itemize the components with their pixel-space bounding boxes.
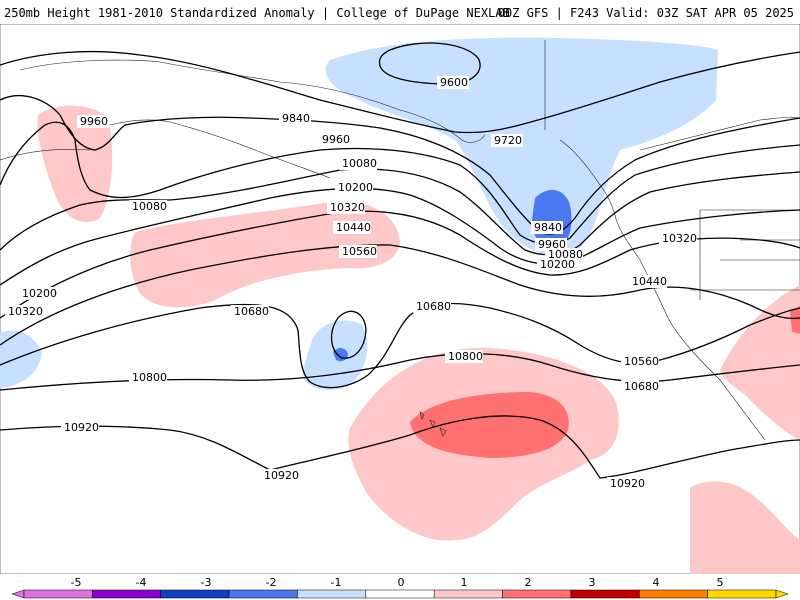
contour-label: 10080 — [129, 200, 167, 213]
contour-label: 10200 — [537, 258, 575, 271]
svg-text:10440: 10440 — [336, 221, 371, 234]
colorbar-swatch — [365, 589, 435, 599]
colorbar-swatch — [502, 589, 572, 599]
svg-text:10920: 10920 — [610, 477, 645, 490]
colorbar-tick: -5 — [71, 576, 82, 589]
svg-text:10680: 10680 — [624, 380, 659, 393]
contour-label: 9960 — [77, 115, 109, 128]
colorbar-tick: 2 — [525, 576, 532, 589]
svg-text:10080: 10080 — [132, 200, 167, 213]
svg-text:10440: 10440 — [632, 275, 667, 288]
svg-text:10320: 10320 — [8, 305, 43, 318]
contour-label: 10440 — [333, 221, 371, 234]
colorbar-swatch — [639, 589, 708, 599]
svg-text:10200: 10200 — [338, 181, 373, 194]
svg-text:9960: 9960 — [322, 133, 350, 146]
colorbar-swatches — [11, 589, 789, 599]
svg-text:10560: 10560 — [624, 355, 659, 368]
contour-label: 10800 — [129, 371, 167, 384]
svg-text:10800: 10800 — [132, 371, 167, 384]
contour-label: 10560 — [621, 355, 659, 368]
colorbar-swatch — [297, 589, 367, 599]
map-title: 250mb Height 1981-2010 Standardized Anom… — [4, 6, 510, 20]
contour-label: 10080 — [339, 157, 377, 170]
contour-label: 9720 — [491, 134, 523, 147]
contour-label: 10440 — [629, 275, 667, 288]
colorbar-tick: -1 — [331, 576, 342, 589]
svg-text:10680: 10680 — [234, 305, 269, 318]
contour-label: 10560 — [339, 245, 377, 258]
header: 250mb Height 1981-2010 Standardized Anom… — [0, 0, 800, 24]
anomaly-colorbar: -5 -4 -3 -2 -1 0 1 2 3 4 5 — [11, 576, 789, 599]
svg-text:10080: 10080 — [342, 157, 377, 170]
colorbar-swatch — [570, 589, 640, 599]
positive-anomaly-shading — [37, 105, 800, 574]
colorbar-tick: 3 — [589, 576, 596, 589]
model-run-info: 00Z GFS | F243 Valid: 03Z SAT APR 05 202… — [497, 6, 794, 20]
colorbar-arrow-right — [775, 589, 789, 599]
coastlines — [0, 40, 800, 441]
colorbar-swatch — [23, 589, 93, 599]
colorbar-tick: 1 — [461, 576, 468, 589]
svg-text:9960: 9960 — [80, 115, 108, 128]
contour-label: 10680 — [231, 305, 269, 318]
colorbar-swatch — [433, 589, 503, 599]
height-anomaly-map: 9600 9720 9840 9840 9960 9960 9960 10080… — [0, 24, 800, 574]
svg-text:10200: 10200 — [22, 287, 57, 300]
contour-label: 9960 — [535, 238, 567, 251]
contour-label: 10080 — [545, 248, 583, 261]
colorbar-tick: -2 — [266, 576, 277, 589]
svg-text:10320: 10320 — [662, 232, 697, 245]
contour-label: 10320 — [659, 232, 697, 245]
colorbar-tick: -4 — [136, 576, 147, 589]
contour-label: 10200 — [335, 181, 373, 194]
colorbar-tick: 5 — [717, 576, 724, 589]
svg-text:10920: 10920 — [64, 421, 99, 434]
height-contours — [0, 42, 800, 479]
contour-label: 10920 — [61, 421, 99, 434]
contour-labels: 9600 9720 9840 9840 9960 9960 9960 10080… — [5, 76, 697, 490]
svg-text:9720: 9720 — [494, 134, 522, 147]
contour-label: 10920 — [261, 469, 299, 482]
colorbar-swatch — [707, 589, 777, 599]
colorbar-swatch — [160, 589, 230, 599]
colorbar-swatch — [92, 589, 161, 599]
svg-text:9960: 9960 — [538, 238, 566, 251]
contour-label: 10680 — [621, 380, 659, 393]
svg-text:10800: 10800 — [448, 350, 483, 363]
colorbar-tick: -3 — [201, 576, 212, 589]
contour-label: 10680 — [413, 300, 451, 313]
contour-label: 9960 — [319, 133, 351, 146]
contour-label: 9840 — [279, 112, 311, 125]
svg-text:10320: 10320 — [330, 201, 365, 214]
colorbar-tick: 4 — [653, 576, 660, 589]
contour-label: 10320 — [5, 305, 43, 318]
svg-text:9840: 9840 — [282, 112, 310, 125]
svg-text:10080: 10080 — [548, 248, 583, 261]
colorbar-swatch — [228, 589, 298, 599]
svg-text:10680: 10680 — [416, 300, 451, 313]
svg-text:9840: 9840 — [534, 221, 562, 234]
contour-label: 9840 — [531, 221, 563, 234]
contour-label: 10320 — [327, 201, 365, 214]
svg-text:10200: 10200 — [540, 258, 575, 271]
contour-label: 10200 — [19, 287, 57, 300]
contour-label: 10920 — [607, 477, 645, 490]
colorbar-tick-labels: -5 -4 -3 -2 -1 0 1 2 3 4 5 — [71, 576, 724, 589]
colorbar-tick: 0 — [398, 576, 405, 589]
svg-text:10920: 10920 — [264, 469, 299, 482]
contour-label: 9600 — [437, 76, 469, 89]
svg-text:10560: 10560 — [342, 245, 377, 258]
svg-text:9600: 9600 — [440, 76, 468, 89]
colorbar-arrow-left — [11, 589, 25, 599]
contour-label: 10800 — [445, 350, 483, 363]
